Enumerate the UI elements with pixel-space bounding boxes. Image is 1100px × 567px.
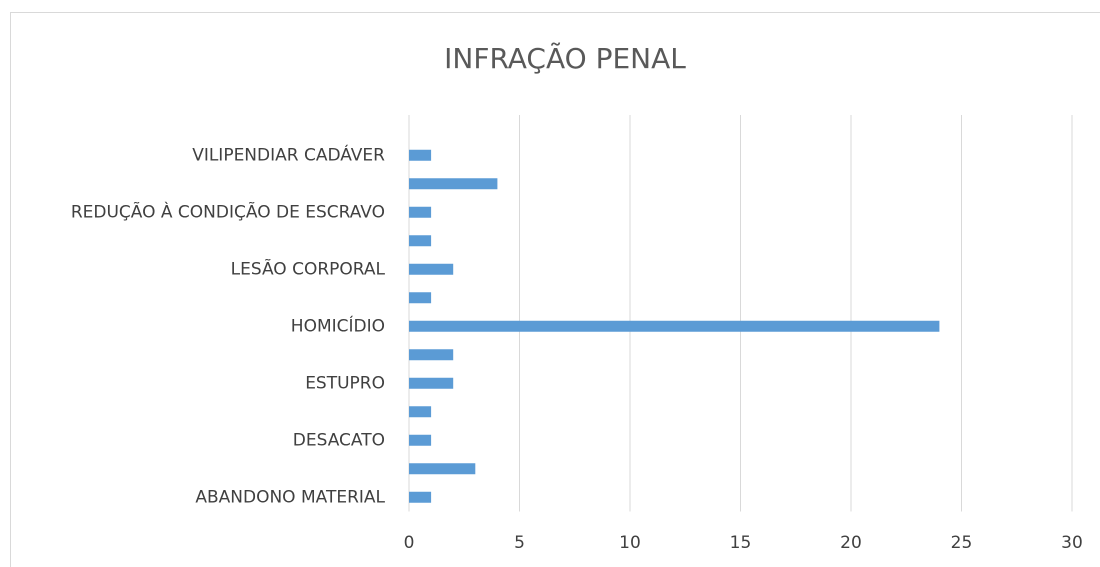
bar [409, 434, 432, 446]
bar [409, 206, 432, 218]
chart-frame [10, 12, 1100, 567]
x-tick-label: 30 [1061, 533, 1083, 553]
x-tick-label: 5 [514, 533, 525, 553]
y-tick-label: VILIPENDIAR CADÁVER [192, 143, 385, 165]
bar [409, 292, 432, 304]
bar [409, 463, 476, 475]
bar [409, 263, 454, 275]
x-tick-label: 25 [951, 533, 973, 553]
y-tick-label: ESTUPRO [305, 373, 385, 393]
x-tick-label: 15 [730, 533, 752, 553]
x-tick-label: 20 [840, 533, 862, 553]
bar [409, 235, 432, 247]
y-tick-label: LESÃO CORPORAL [231, 257, 386, 279]
bar [409, 178, 498, 190]
chart-title: INFRAÇÃO PENAL [444, 42, 686, 75]
y-tick-label: HOMICÍDIO [291, 314, 385, 336]
bar [409, 377, 454, 389]
x-tick-label: 0 [404, 533, 415, 553]
bar [409, 149, 432, 161]
y-tick-label: REDUÇÃO À CONDIÇÃO DE ESCRAVO [71, 200, 385, 222]
x-tick-label: 10 [619, 533, 641, 553]
y-tick-label: DESACATO [293, 430, 385, 450]
bar [409, 491, 432, 503]
bar [409, 320, 940, 332]
bar [409, 349, 454, 361]
y-tick-label: ABANDONO MATERIAL [195, 487, 385, 507]
bar [409, 406, 432, 418]
